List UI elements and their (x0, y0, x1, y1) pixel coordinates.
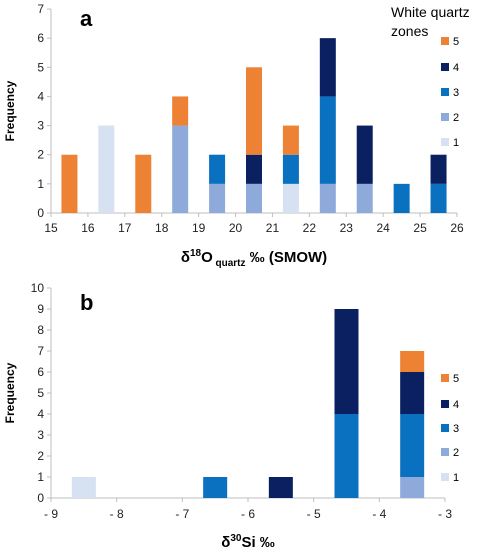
x-tick-label: 22 (303, 221, 317, 235)
bar-segment-zone-3 (430, 183, 447, 213)
bar-segment-zone-3 (209, 154, 226, 184)
x-tick-label: 16 (81, 221, 95, 235)
y-tick-label: 1 (37, 177, 44, 191)
bar-segment-zone-2 (356, 183, 373, 213)
legend-label: 1 (453, 137, 459, 149)
bar-segment-zone-5 (400, 351, 425, 372)
x-tick-label: 21 (266, 221, 280, 235)
legend-label: 5 (453, 36, 459, 48)
y-tick-label: 5 (37, 386, 44, 400)
bar-segment-zone-2 (172, 125, 189, 213)
bar-segment-zone-5 (172, 96, 189, 126)
legend-label: 3 (453, 423, 459, 435)
legend-swatch-zone-1 (441, 473, 449, 481)
x-tick-label: - 5 (307, 507, 321, 521)
bar-segment-zone-3 (282, 154, 299, 184)
x-tick-label: 25 (413, 221, 427, 235)
x-tick-label: 24 (377, 221, 391, 235)
legend-label: 4 (453, 399, 459, 411)
panel-label: b (80, 290, 93, 315)
x-axis-label: δ30Si ‰ (221, 533, 275, 550)
legend-swatch-zone-4 (441, 63, 449, 71)
x-tick-label: 15 (44, 221, 58, 235)
bar-segment-zone-2 (319, 183, 336, 213)
x-tick-label: - 8 (110, 507, 124, 521)
legend-swatch-zone-1 (441, 138, 449, 146)
bar-segment-zone-3 (334, 414, 359, 498)
y-tick-label: 6 (37, 31, 44, 45)
bar-segment-zone-2 (246, 183, 262, 213)
bar-segment-zone-5 (282, 125, 299, 155)
y-tick-label: 8 (37, 323, 44, 337)
legend-label: 5 (453, 373, 459, 385)
legend-swatch-zone-5 (441, 374, 449, 382)
chart-b: 0 1 2 3 4 5 6 7 8 9 10 - 9 - 8 - 7 - 6 - 5 - 4 - 3 b Freque… (3, 281, 459, 550)
x-tick-label: - 4 (372, 507, 386, 521)
legend-label: 2 (453, 447, 459, 459)
bar-segment-zone-3 (319, 96, 336, 184)
x-tick-label: - 9 (44, 507, 58, 521)
x-tick-label: 18 (155, 221, 169, 235)
legend-swatch-zone-3 (441, 88, 449, 96)
x-tick-label: - 3 (438, 507, 452, 521)
legend-title: zones (391, 23, 428, 39)
x-tick-label: 26 (450, 221, 464, 235)
legend-swatch-zone-5 (441, 37, 449, 45)
legend-swatch-zone-3 (441, 424, 449, 432)
y-tick-label: 6 (37, 365, 44, 379)
y-tick-label: 5 (37, 60, 44, 74)
y-tick-label: 4 (37, 407, 44, 421)
x-tick-label: - 7 (175, 507, 189, 521)
legend-label: 3 (453, 87, 459, 99)
bar-segment-zone-2 (400, 477, 425, 498)
legend-label: 4 (453, 62, 459, 74)
bar-segment-zone-3 (393, 183, 410, 213)
x-tick-label: 19 (192, 221, 206, 235)
bar-segment-zone-4 (268, 477, 293, 498)
bar-segment-zone-3 (203, 477, 228, 498)
y-tick-label: 1 (37, 470, 44, 484)
y-tick-label: 2 (37, 449, 44, 463)
legend-label: 1 (453, 472, 459, 484)
y-tick-label: 9 (37, 302, 44, 316)
y-tick-label: 7 (37, 344, 44, 358)
bar-segment-zone-2 (209, 183, 226, 213)
bar-segment-zone-1 (71, 477, 96, 498)
bar-segment-zone-4 (319, 38, 336, 97)
y-axis-label: Frequency (3, 362, 17, 423)
y-axis-label: Frequency (3, 80, 17, 141)
bar-segment-zone-4 (356, 125, 373, 184)
legend-swatch-zone-2 (441, 448, 449, 456)
y-tick-label: 0 (37, 491, 44, 505)
panel-label: a (80, 6, 93, 31)
y-tick-label: 3 (37, 428, 44, 442)
bar-segment-zone-4 (430, 154, 447, 184)
x-tick-label: 20 (229, 221, 243, 235)
bar-segment-zone-4 (334, 309, 359, 414)
y-tick-label: 0 (37, 206, 44, 220)
y-tick-label: 4 (37, 89, 44, 103)
x-tick-label: 23 (340, 221, 354, 235)
bar-segment-zone-1 (98, 125, 115, 213)
legend-swatch-zone-4 (441, 400, 449, 408)
legend-title: White quartz (391, 4, 470, 20)
bar-segment-zone-1 (282, 183, 299, 213)
legend-label: 2 (453, 112, 459, 124)
bar-segment-zone-5 (135, 154, 152, 213)
y-tick-label: 3 (37, 119, 44, 133)
y-tick-label: 7 (37, 2, 44, 16)
legend-swatch-zone-2 (441, 113, 449, 121)
x-tick-label: - 6 (241, 507, 255, 521)
y-tick-label: 10 (31, 281, 45, 295)
x-axis-label: δ18O quartz ‰ (SMOW) (181, 248, 327, 269)
bar-segment-zone-3 (400, 414, 425, 477)
bar-segment-zone-5 (246, 67, 262, 155)
x-tick-label: 17 (118, 221, 132, 235)
bar-segment-zone-5 (61, 154, 78, 213)
bar-segment-zone-4 (400, 372, 425, 414)
y-tick-label: 2 (37, 148, 44, 162)
bar-segment-zone-4 (246, 154, 262, 184)
